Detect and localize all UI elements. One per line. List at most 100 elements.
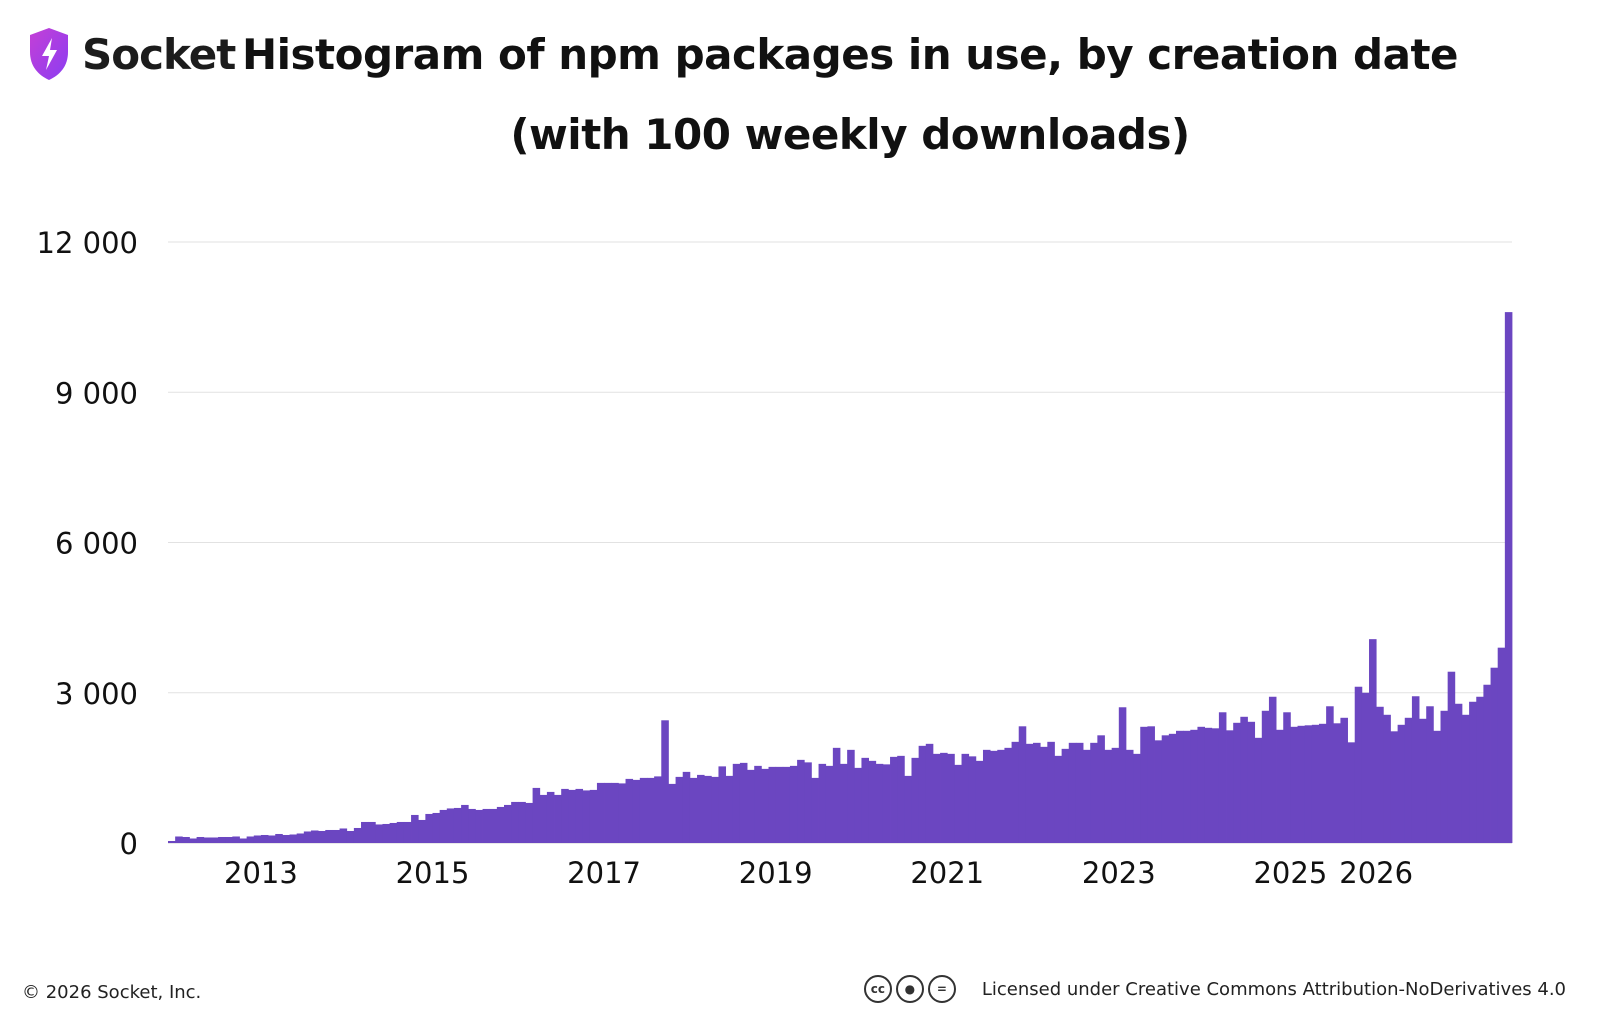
histogram-bar: [218, 836, 226, 843]
histogram-bar: [575, 788, 584, 843]
histogram-bar: [1183, 730, 1191, 843]
histogram-bar: [282, 834, 290, 843]
histogram-chart: 0 3 000 6 000 9 000 12 000 2013 2015 2017 2019 20…: [37, 226, 1513, 890]
histogram-bar: [940, 752, 948, 843]
histogram-bar: [1347, 742, 1356, 843]
histogram-bar: [1118, 707, 1127, 843]
histogram-bar: [182, 836, 190, 843]
histogram-bar: [718, 766, 727, 843]
histogram-bar: [210, 837, 219, 843]
histogram-bar: [425, 813, 433, 843]
histogram-bar: [1218, 712, 1227, 843]
histogram-bar: [504, 804, 512, 843]
histogram-bar: [875, 763, 884, 843]
histogram-bar: [403, 821, 412, 843]
histogram-bar: [1240, 716, 1248, 843]
histogram-bar: [1419, 718, 1427, 843]
histogram-bar: [782, 766, 791, 843]
histogram-bar: [1404, 717, 1413, 843]
histogram-bar: [761, 768, 769, 843]
histogram-bar: [947, 753, 955, 843]
histogram-bar: [353, 827, 362, 843]
histogram-bar: [704, 775, 712, 843]
histogram-bar: [1075, 742, 1084, 843]
histogram-bar: [868, 760, 877, 843]
histogram-bar: [1004, 747, 1012, 843]
histogram-bar: [1211, 728, 1220, 843]
y-tick-label: 0: [120, 827, 138, 861]
histogram-bar: [661, 720, 669, 843]
histogram-bar: [639, 777, 648, 843]
histogram-bar: [339, 828, 348, 843]
histogram-bar: [446, 808, 455, 843]
histogram-bar: [789, 765, 798, 843]
histogram-bar: [275, 833, 283, 843]
histogram-bar: [1361, 692, 1370, 843]
histogram-bar: [1504, 312, 1513, 843]
histogram-bar: [932, 753, 941, 843]
histogram-bar: [1433, 730, 1441, 843]
histogram-bar: [711, 776, 719, 843]
chart-title: Histogram of npm packages in use, by cre…: [241, 30, 1459, 79]
histogram-bar: [532, 787, 541, 843]
histogram-bar: [1276, 729, 1284, 843]
histogram-bar: [668, 783, 676, 843]
histogram-bar: [325, 829, 333, 843]
histogram-bar: [260, 834, 269, 843]
histogram-bar: [296, 833, 305, 843]
histogram-bar: [840, 763, 848, 843]
histogram-bar: [604, 782, 612, 843]
histogram-bar: [625, 778, 634, 843]
histogram-bar: [997, 749, 1005, 843]
histogram-bar: [175, 836, 183, 843]
histogram-bar: [539, 794, 548, 843]
license-text: Licensed under Creative Commons Attribut…: [981, 978, 1566, 1000]
histogram-bar: [1197, 726, 1205, 843]
y-tick-label: 3 000: [55, 677, 138, 711]
histogram-bar: [482, 808, 491, 843]
x-tick-label: 2026: [1339, 856, 1413, 890]
y-tick-label: 9 000: [55, 376, 138, 410]
histogram-bar: [1040, 746, 1048, 843]
y-tick-label: 12 000: [37, 226, 138, 260]
histogram-bar: [1254, 737, 1263, 843]
histogram-bar: [1061, 748, 1070, 843]
socket-logo: Socket: [28, 26, 236, 82]
histogram-bar: [246, 836, 255, 843]
histogram-bar: [1125, 749, 1134, 843]
histogram-bar: [961, 753, 970, 843]
histogram-bar: [589, 789, 598, 843]
histogram-bar: [1440, 710, 1449, 843]
histogram-bar: [1168, 733, 1177, 843]
histogram-bar: [1411, 696, 1420, 843]
histogram-bar: [1318, 723, 1327, 843]
histogram-bar: [982, 749, 991, 843]
histogram-bar: [911, 757, 920, 843]
chart-subtitle: (with 100 weekly downloads): [510, 110, 1190, 159]
histogram-bar: [389, 822, 398, 843]
histogram-bar: [375, 824, 383, 843]
histogram-bar: [675, 776, 684, 843]
histogram-bar: [1340, 717, 1348, 843]
histogram-bar: [496, 806, 505, 843]
histogram-bar: [854, 767, 862, 843]
histogram-bar: [882, 764, 891, 843]
histogram-bar: [1304, 725, 1313, 843]
histogram-bar: [1104, 749, 1113, 843]
histogram-bar: [303, 831, 312, 843]
histogram-bar: [518, 801, 526, 843]
histogram-bar: [811, 777, 819, 843]
histogram-bar: [975, 760, 984, 843]
histogram-bar: [318, 830, 326, 843]
histogram-bar: [196, 836, 205, 843]
histogram-bar: [1054, 755, 1063, 843]
histogram-bar: [554, 794, 562, 843]
histogram-bar: [561, 788, 569, 843]
histogram-bar: [1354, 686, 1363, 843]
histogram-bar: [1476, 696, 1484, 843]
histogram-bar: [654, 776, 662, 843]
histogram-bar: [1290, 726, 1298, 843]
histogram-bar: [1283, 712, 1291, 843]
histogram-bar: [1226, 730, 1234, 843]
histogram-bar: [739, 762, 748, 843]
